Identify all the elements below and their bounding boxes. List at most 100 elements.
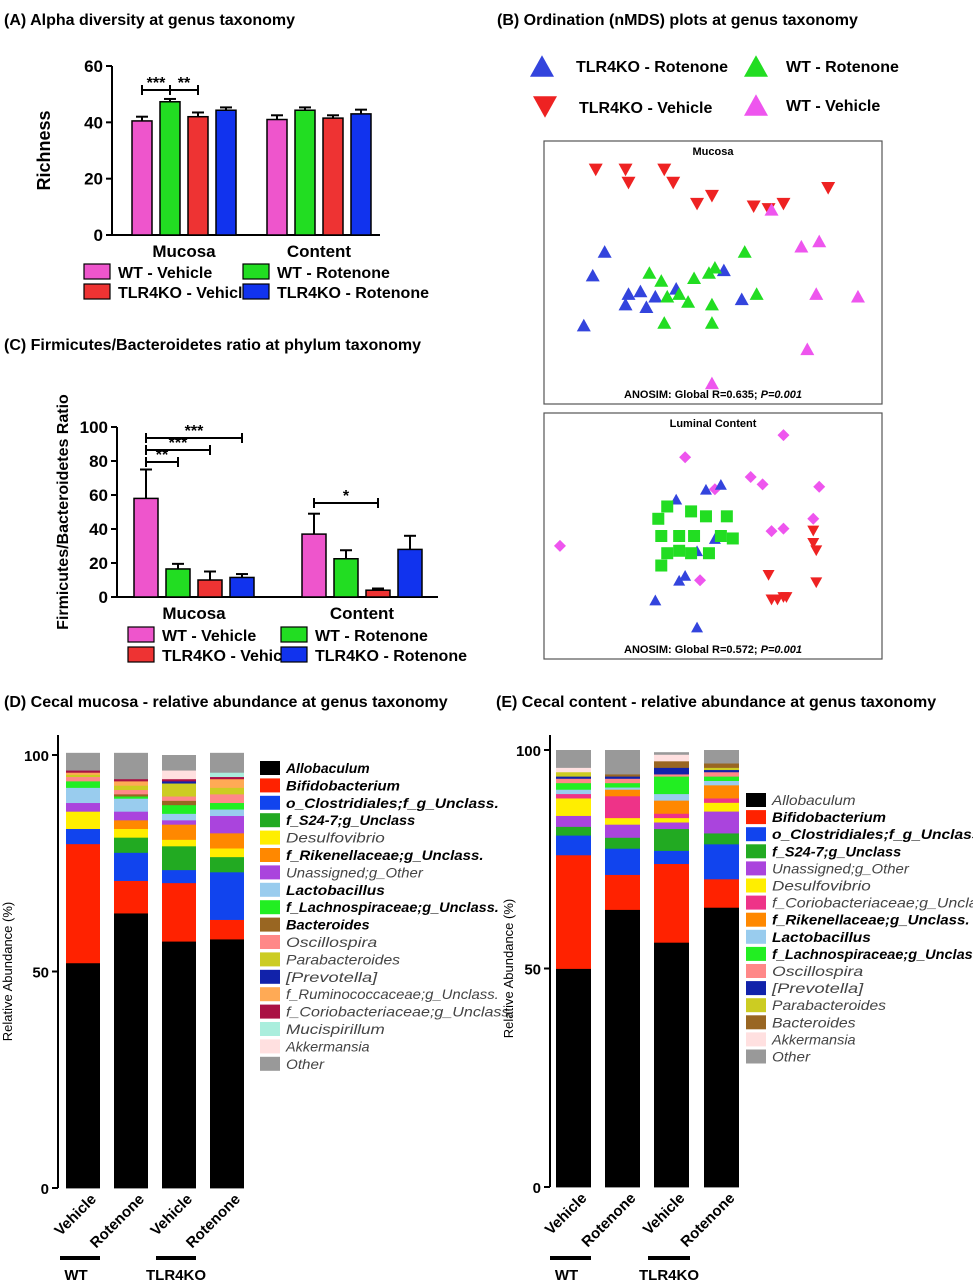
- y-tick-label: 80: [89, 452, 108, 471]
- significance-label: ***: [169, 435, 188, 452]
- stack-segment-1: [114, 880, 148, 914]
- genotype-label: TLR4KO: [639, 1267, 699, 1280]
- nmds-point-pink: [777, 429, 790, 442]
- legend-label: f_Lachnospiraceae;g_Unclass.: [772, 946, 973, 962]
- legend-swatch: [260, 865, 280, 880]
- stack-segment-4: [162, 839, 196, 847]
- y-tick-label: 60: [84, 57, 103, 76]
- nmds-point-blue: [621, 287, 636, 300]
- nmds-point-blue: [679, 569, 692, 581]
- nmds-point-pink: [794, 239, 809, 253]
- nmds-point-blue: [691, 621, 704, 633]
- legend-label: WT - Vehicle: [118, 265, 212, 282]
- nmds-stat: ANOSIM: Global R=0.572; P=0.001: [624, 644, 802, 656]
- stack-segment-4: [654, 822, 689, 830]
- bar-mucosa-3: [229, 576, 255, 598]
- y-tick-label: 100: [516, 743, 541, 760]
- stack-segment-7: [114, 798, 148, 812]
- stack-segment-2: [605, 848, 640, 875]
- bar-content-2: [322, 117, 344, 236]
- stack-segment-7: [654, 800, 689, 814]
- nmds-point-green: [726, 532, 739, 545]
- nmds-point-green: [672, 287, 687, 300]
- stack-segment-4: [556, 815, 591, 827]
- stack-segment-3: [605, 837, 640, 849]
- x-group-label: Mucosa: [162, 604, 226, 623]
- legend-swatch: [260, 830, 280, 845]
- stack-segment-16: [162, 770, 196, 780]
- stack-segment-3: [556, 826, 591, 836]
- nmds-point-green: [673, 544, 686, 557]
- stack-segment-8: [114, 796, 148, 799]
- nmds-point-green: [661, 547, 674, 560]
- nmds-point-green: [688, 530, 701, 542]
- y-axis-label: Firmicutes/Bacteroidetes Ratio: [55, 394, 72, 630]
- nmds-point-blue: [699, 483, 712, 495]
- stack-segment-5: [114, 819, 148, 830]
- legend-label: Desulfovibrio: [772, 878, 871, 894]
- nmds-frame: [543, 412, 883, 660]
- stack-segment-15: [704, 750, 739, 764]
- legend-swatch: [746, 895, 766, 910]
- stack-segment-14: [556, 767, 591, 773]
- stack-segment-4: [704, 811, 739, 834]
- legend-swatch: [746, 1032, 766, 1047]
- stack-segment-10: [704, 771, 739, 777]
- legend-marker: [744, 55, 768, 77]
- nmds-point-green: [699, 510, 712, 523]
- nmds-point-pink: [694, 574, 707, 587]
- nmds-point-green: [720, 510, 733, 523]
- legend-swatch: [746, 946, 766, 961]
- x-category-label: Rotenone: [677, 1190, 738, 1251]
- legend-swatch: [260, 1022, 280, 1036]
- nmds-point-green: [737, 245, 752, 258]
- stack-segment-9: [605, 782, 640, 788]
- nmds-point-pink: [679, 451, 692, 464]
- legend-label: f_Coriobacteriaceae;g_Unclass.: [772, 895, 973, 911]
- stack-segment-13: [704, 763, 739, 768]
- stack-segment-2: [704, 843, 739, 880]
- legend-label: TLR4KO - Vehicle: [579, 100, 712, 117]
- bar-mucosa-1: [165, 568, 191, 598]
- legend-label: Akkermansia: [285, 1038, 370, 1054]
- stack-segment-4: [605, 824, 640, 838]
- stack-segment-14: [210, 776, 244, 780]
- significance-label: **: [178, 75, 191, 92]
- nmds-point-green: [681, 295, 696, 308]
- stack-segment-11: [66, 774, 100, 778]
- nmds-point-green: [657, 316, 672, 329]
- legend-label: Unassigned;g_Other: [286, 864, 424, 880]
- genotype-label: TLR4KO: [146, 1267, 206, 1280]
- stack-segment-1: [605, 874, 640, 910]
- nmds-point-pink: [807, 512, 820, 525]
- stack-segment-6: [162, 819, 196, 825]
- legend-label: Bifidobacterium: [772, 809, 886, 825]
- legend-marker: [533, 96, 557, 118]
- nmds-point-blue: [633, 284, 648, 298]
- nmds-point-red: [618, 163, 633, 177]
- stack-segment-0: [210, 939, 244, 1189]
- legend-marker: [744, 94, 768, 116]
- nmds-point-red: [746, 200, 761, 214]
- legend-swatch: [260, 1004, 280, 1019]
- stack-segment-12: [162, 780, 196, 784]
- legend-label: o_Clostridiales;f_g_Unclass.: [286, 795, 499, 811]
- legend-swatch: [260, 969, 280, 984]
- legend-label: Oscillospira: [772, 963, 863, 979]
- legend-swatch: [746, 912, 766, 927]
- bar-mucosa-2: [187, 115, 209, 236]
- nmds-point-blue: [714, 478, 727, 490]
- legend-swatch: [746, 878, 766, 893]
- stack-segment-9: [704, 776, 739, 781]
- nmds-point-green: [655, 559, 668, 572]
- y-tick-label: 100: [24, 748, 49, 765]
- panel-d-title: (D) Cecal mucosa - relative abundance at…: [4, 694, 448, 711]
- panel-c-title: (C) Firmicutes/Bacteroidetes ratio at ph…: [4, 337, 421, 354]
- stack-segment-12: [704, 767, 739, 771]
- legend-swatch: [260, 917, 280, 932]
- nmds-point-pink: [800, 342, 815, 356]
- y-axis-label: Richness: [34, 110, 54, 190]
- nmds-title: Luminal Content: [670, 418, 757, 430]
- stack-segment-10: [210, 793, 244, 804]
- stack-segment-10: [66, 776, 100, 782]
